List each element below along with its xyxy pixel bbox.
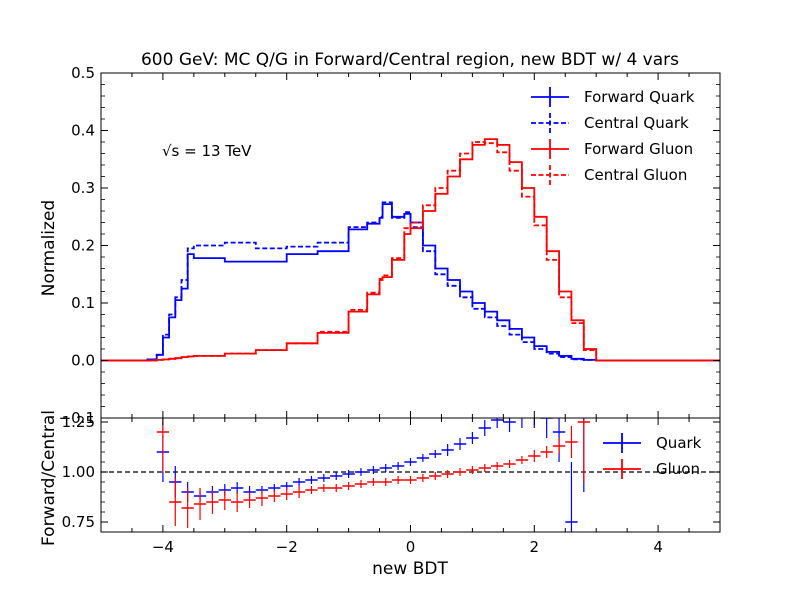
x-tick-label: 4 — [653, 538, 663, 556]
x-tick-label: −2 — [276, 538, 298, 556]
upper-y-tick-label: 0.2 — [71, 237, 95, 255]
x-axis-label: new BDT — [372, 559, 448, 579]
upper-plot-area — [101, 138, 720, 362]
lower-plot-area — [101, 418, 720, 532]
lower-legend: Quark Gluon — [603, 433, 702, 479]
chart-title: 600 GeV: MC Q/G in Forward/Central regio… — [141, 50, 679, 70]
energy-annotation: √s = 13 TeV — [162, 142, 252, 160]
upper-panel: 0.5 0.4 0.3 0.2 0.1 0.0 −0.1 √s = 13 TeV Norma… — [39, 64, 721, 427]
legend-label: Central Gluon — [584, 166, 687, 184]
central-quark-histogram — [101, 201, 720, 362]
upper-y-ticks: 0.5 0.4 0.3 0.2 0.1 0.0 −0.1 — [59, 64, 721, 427]
x-tick-label: −4 — [152, 538, 174, 556]
x-tick-label: 2 — [530, 538, 540, 556]
lower-y-tick-label: 1.00 — [62, 463, 95, 481]
legend-label: Central Quark — [584, 114, 689, 132]
x-tick-label: 0 — [406, 538, 416, 556]
lower-y-tick-label: 1.25 — [62, 413, 95, 431]
gluon-ratio-series — [156, 418, 591, 528]
lower-y-ticks: 1.25 1.00 0.75 — [62, 413, 720, 533]
upper-y-tick-label: 0.1 — [71, 294, 95, 312]
legend-label: Forward Gluon — [584, 140, 693, 158]
legend-label: Quark — [656, 434, 702, 452]
upper-y-tick-label: 0.4 — [71, 122, 95, 140]
upper-y-tick-label: 0.5 — [71, 64, 95, 82]
lower-y-axis-label: Forward/Central — [39, 410, 59, 546]
upper-y-tick-label: −0.1 — [59, 409, 95, 427]
upper-legend: Forward Quark Central Quark Forward Gluon C… — [531, 87, 695, 185]
central-gluon-histogram — [101, 141, 720, 362]
upper-y-axis-label: Normalized — [39, 200, 59, 296]
upper-y-tick-label: 0.0 — [71, 352, 95, 370]
lower-y-tick-label: 0.75 — [62, 513, 95, 531]
upper-y-tick-label: 0.3 — [71, 179, 95, 197]
legend-label: Forward Quark — [584, 88, 695, 106]
lower-panel: 1.25 1.00 0.75 −4 −2 0 2 4 Forward/Central new… — [39, 410, 721, 579]
lower-x-ticks: −4 −2 0 2 4 — [100, 418, 721, 556]
legend-label: Gluon — [656, 460, 700, 478]
